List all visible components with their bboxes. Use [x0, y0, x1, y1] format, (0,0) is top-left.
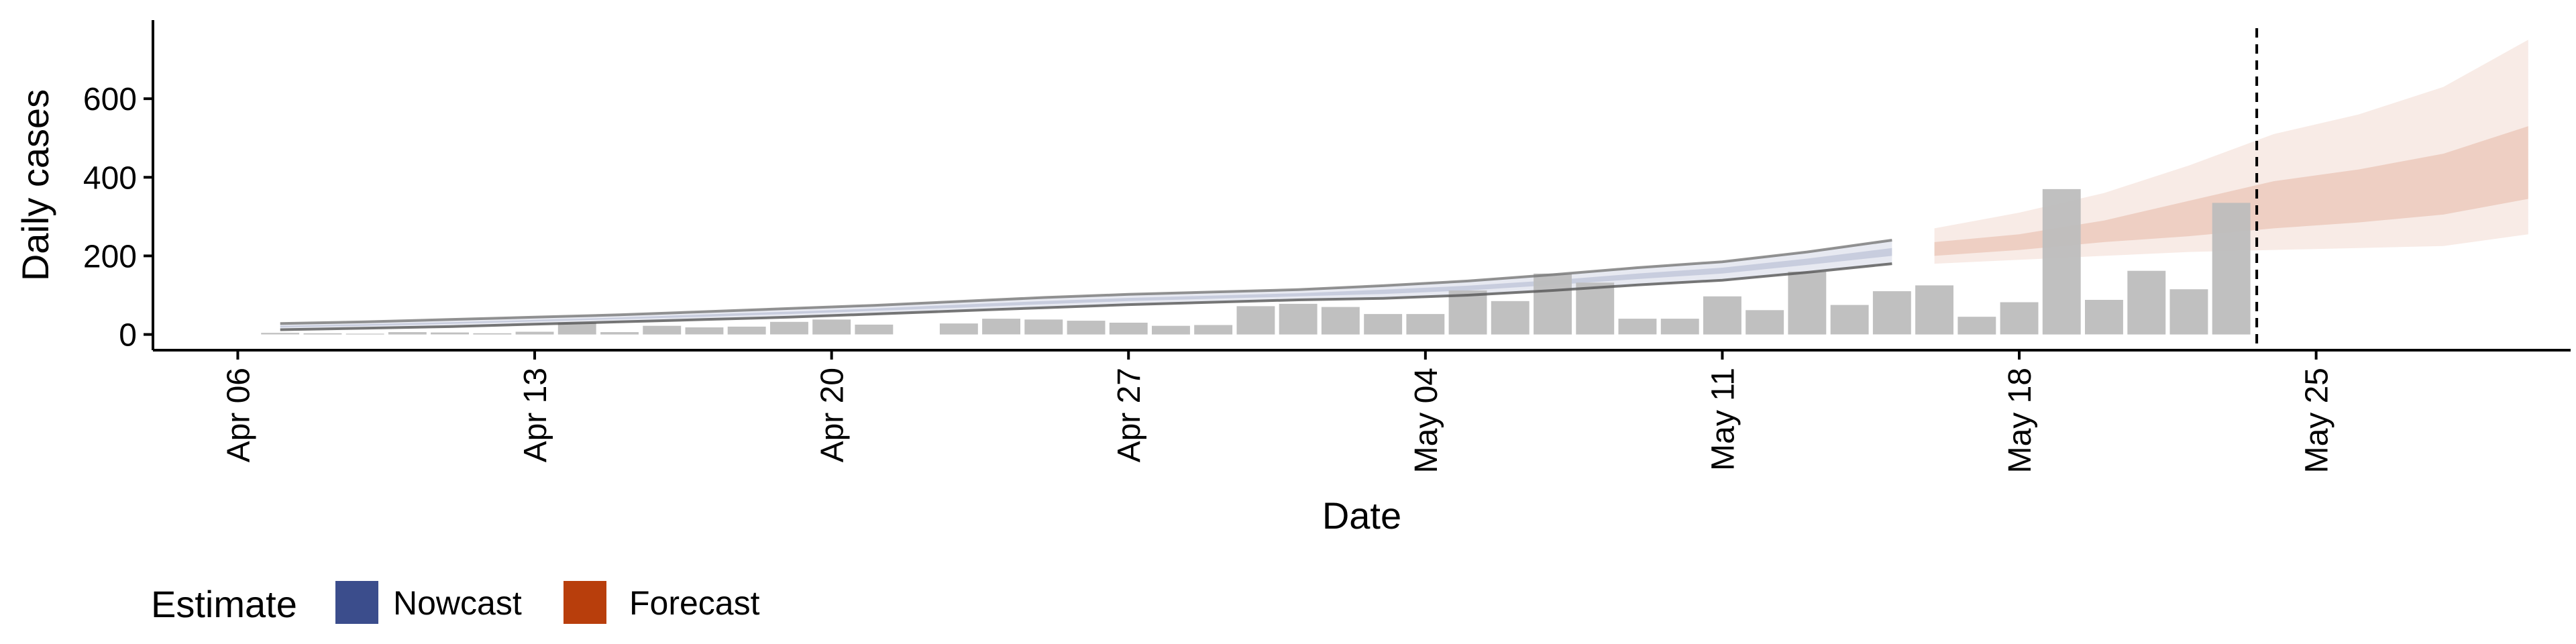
reported-case-bars [261, 189, 2251, 335]
x-tick-label: Apr 06 [221, 368, 256, 462]
nowcast-band-50 [280, 248, 1892, 327]
nowcast-upper-line [280, 239, 1892, 325]
case-bar [1364, 314, 1403, 335]
x-tick-label: May 18 [2002, 368, 2038, 473]
case-bar [1534, 273, 1572, 335]
case-bar [1279, 303, 1318, 335]
case-bar [1660, 319, 1699, 335]
forecast-bands [1934, 40, 2528, 264]
case-bar [1788, 271, 1827, 335]
case-bar [473, 333, 512, 335]
legend-key-nowcast [335, 581, 378, 624]
case-bar [643, 325, 682, 335]
x-tick-label: Apr 20 [815, 368, 851, 462]
case-bar [303, 333, 342, 335]
case-bar [1746, 310, 1784, 335]
case-bar [1152, 325, 1190, 335]
case-bar [2169, 289, 2208, 335]
x-tick-label: May 25 [2300, 368, 2335, 473]
case-bar [1957, 317, 1996, 335]
case-bar [2212, 203, 2251, 335]
x-tick-label: May 11 [1705, 368, 1741, 471]
case-bar [939, 323, 978, 335]
legend-label-forecast: Forecast [629, 584, 760, 622]
case-bar [1321, 307, 1360, 335]
case-bar [1067, 321, 1106, 335]
y-axis-ticks: 0 200 400 600 [83, 82, 153, 354]
legend-title: Estimate [151, 583, 297, 625]
forecast-band-90 [1934, 40, 2528, 264]
case-bar [2042, 189, 2081, 335]
case-bar [1618, 319, 1657, 335]
case-bar [1236, 306, 1275, 335]
y-tick-label: 200 [83, 239, 137, 274]
case-bar [1830, 305, 1869, 335]
nowcast-lower-line [280, 262, 1892, 331]
legend: Estimate Nowcast Forecast [151, 581, 760, 625]
case-bar [727, 326, 766, 335]
case-bar [1448, 290, 1487, 335]
case-bar [1024, 319, 1063, 335]
legend-key-forecast [564, 581, 606, 624]
x-axis-title: Date [1322, 494, 1401, 537]
case-bar [982, 319, 1020, 335]
axes [152, 20, 2571, 352]
x-tick-label: Apr 13 [518, 368, 553, 462]
case-bar [855, 324, 894, 335]
case-bar [600, 332, 639, 335]
legend-label-nowcast: Nowcast [393, 584, 522, 622]
x-axis-ticks: Apr 06 Apr 13 Apr 20 Apr 27 May 04 May 11 May … [221, 350, 2335, 473]
x-tick-label: May 04 [1409, 368, 1444, 473]
case-bar [388, 332, 427, 335]
case-bar [261, 333, 300, 335]
nowcast-bound-lines [280, 239, 1892, 331]
case-bar [2085, 300, 2123, 335]
y-tick-label: 600 [83, 82, 137, 117]
y-axis-title: Daily cases [14, 89, 56, 281]
case-bar [1194, 325, 1233, 335]
case-bar [1703, 296, 1741, 335]
case-bar [2127, 270, 2166, 335]
case-bar [685, 327, 724, 335]
y-tick-label: 400 [83, 160, 137, 196]
case-bar [1576, 282, 1615, 335]
case-bar [1109, 323, 1148, 335]
x-tick-label: Apr 27 [1112, 368, 1147, 462]
case-bar [2000, 302, 2039, 335]
case-bar [1406, 314, 1445, 335]
case-bar [557, 323, 596, 335]
case-bar [1915, 285, 1953, 335]
y-tick-label: 0 [119, 318, 137, 354]
forecast-band-50 [1934, 126, 2528, 256]
case-bar [1872, 291, 1911, 335]
case-bar [431, 332, 469, 335]
case-bar [1491, 301, 1529, 335]
case-bar [515, 331, 554, 335]
case-bar [812, 319, 851, 335]
case-bar [770, 321, 808, 335]
case-bar [345, 333, 384, 335]
